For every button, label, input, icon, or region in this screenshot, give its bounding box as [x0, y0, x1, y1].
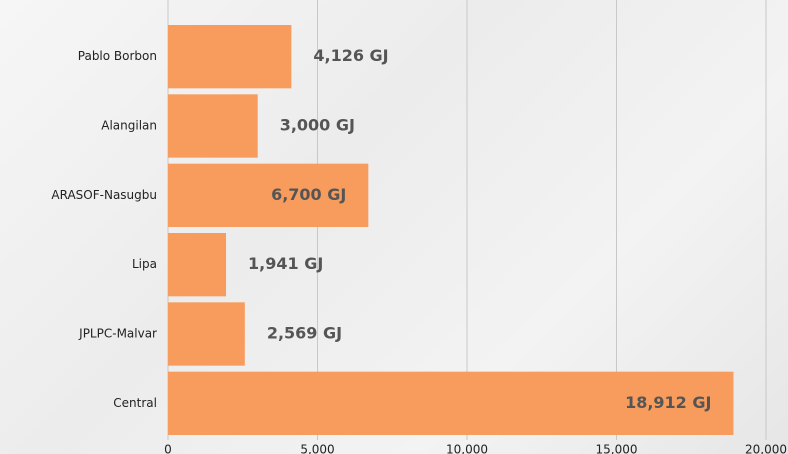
bar [168, 371, 734, 435]
bar [168, 25, 292, 89]
x-tick-label: 10,000 [446, 443, 488, 454]
y-tick-label: Lipa [132, 257, 157, 271]
x-tick-label: 5,000 [300, 443, 334, 454]
value-label: 1,941 GJ [248, 254, 323, 273]
value-label: 2,569 GJ [267, 324, 342, 343]
value-label: 3,000 GJ [280, 116, 355, 135]
x-tick-label: 20,000 [745, 443, 787, 454]
bar [168, 302, 245, 366]
value-label: 6,700 GJ [271, 185, 346, 204]
value-label: 18,912 GJ [625, 393, 711, 412]
y-tick-label: Pablo Borbon [78, 49, 157, 63]
y-tick-label: ARASOF-Nasugbu [51, 188, 157, 202]
x-tick-label: 15,000 [596, 443, 638, 454]
bar [168, 163, 369, 227]
x-tick-label: 0 [164, 443, 172, 454]
bar [168, 233, 227, 297]
y-tick-label: JPLPC-Malvar [78, 327, 157, 341]
bar [168, 94, 258, 158]
value-label: 4,126 GJ [313, 46, 388, 65]
y-tick-label: Central [113, 396, 157, 410]
y-tick-label: Alangilan [101, 119, 157, 133]
